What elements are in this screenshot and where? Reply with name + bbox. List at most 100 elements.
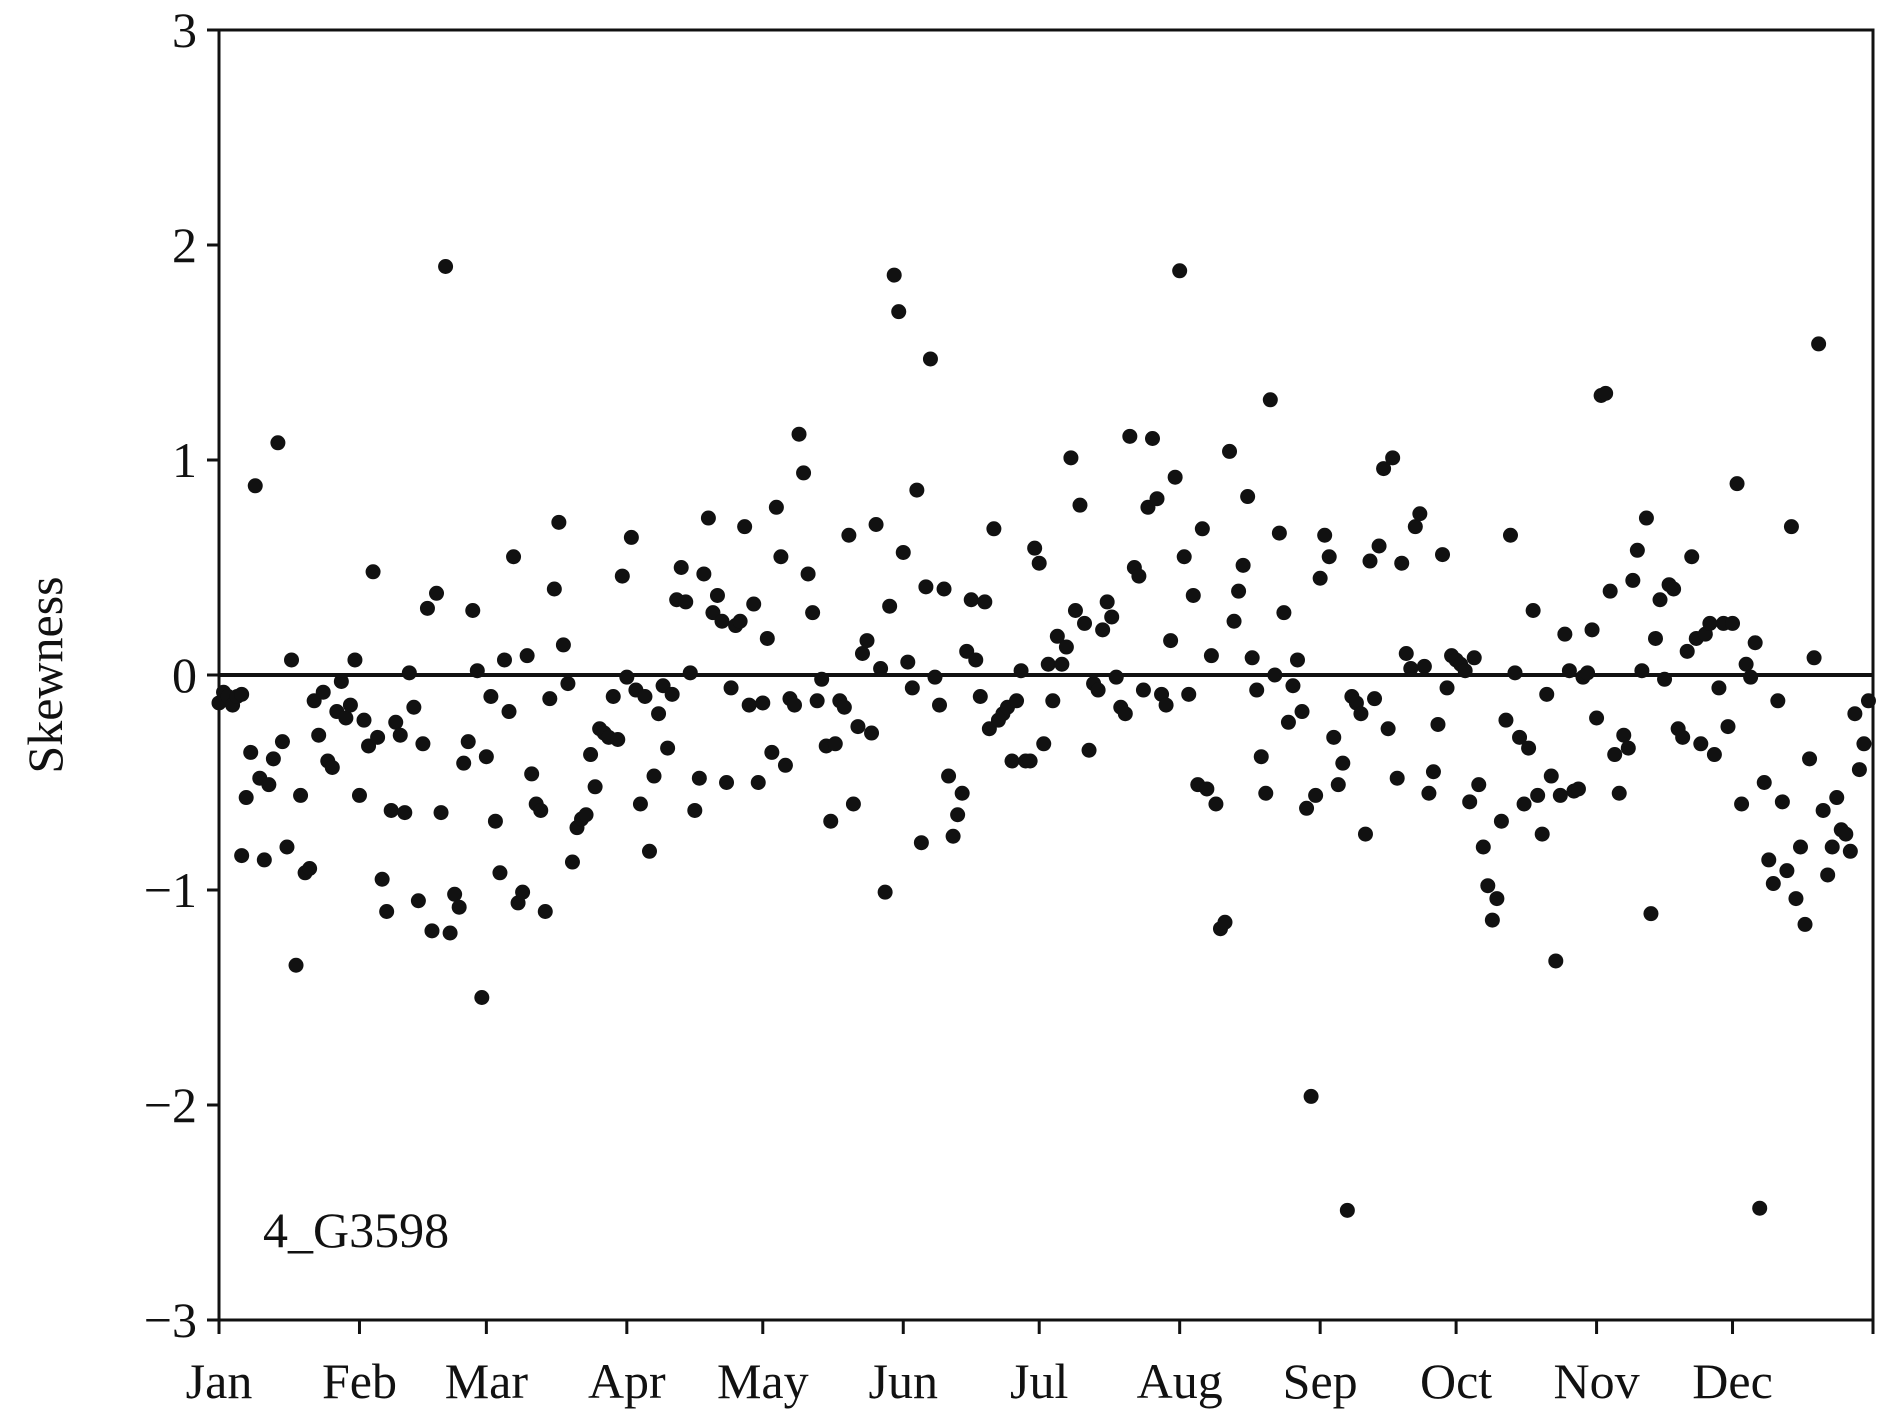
data-point: [1611, 785, 1627, 801]
data-point: [270, 435, 286, 451]
data-point: [714, 613, 730, 629]
data-point: [279, 839, 295, 855]
data-point: [1502, 527, 1518, 543]
data-point: [542, 691, 558, 707]
data-point: [1584, 622, 1600, 638]
data-point: [986, 521, 1002, 537]
data-point: [836, 699, 852, 715]
data-point: [383, 802, 399, 818]
data-point: [651, 706, 667, 722]
y-tick-label: 3: [172, 2, 197, 58]
data-point: [850, 719, 866, 735]
data-point: [873, 661, 889, 677]
data-point: [1484, 912, 1500, 928]
x-tick-label: Sep: [1283, 1353, 1358, 1409]
data-point: [1240, 489, 1256, 505]
data-point: [1471, 777, 1487, 793]
data-point: [709, 587, 725, 603]
data-point: [641, 843, 657, 859]
x-axis-ticks: Jan Feb Mar Apr May Jun Jul Aug Sep Oct Nov Dec: [186, 1320, 1875, 1409]
data-point: [1580, 665, 1596, 681]
data-point: [1720, 719, 1736, 735]
data-point: [1285, 678, 1301, 694]
data-point: [777, 757, 793, 773]
data-point: [922, 351, 938, 367]
data-point: [456, 755, 472, 771]
data-point: [1385, 450, 1401, 466]
data-point: [1072, 497, 1088, 513]
data-point: [1806, 650, 1822, 666]
data-point: [519, 648, 535, 664]
data-point: [787, 697, 803, 713]
y-tick-label: 0: [172, 647, 197, 703]
data-point: [1625, 572, 1641, 588]
data-point: [900, 654, 916, 670]
data-point: [1466, 650, 1482, 666]
data-point: [1199, 781, 1215, 797]
data-point: [1552, 787, 1568, 803]
data-point: [854, 646, 870, 661]
data-point: [768, 499, 784, 515]
data-point: [546, 581, 562, 597]
data-point: [555, 637, 571, 653]
data-point: [936, 581, 952, 597]
data-point: [537, 904, 553, 919]
data-point: [827, 736, 843, 752]
data-point: [823, 813, 839, 829]
data-point: [1638, 510, 1654, 526]
data-point: [1294, 704, 1310, 720]
data-point: [1185, 587, 1201, 603]
data-point: [918, 579, 934, 595]
data-point: [1253, 749, 1269, 765]
data-point: [1802, 751, 1818, 767]
data-point: [750, 775, 766, 790]
data-point: [1063, 450, 1079, 466]
y-tick-label: −2: [144, 1077, 197, 1133]
data-point: [1231, 583, 1247, 599]
data-point: [1149, 491, 1165, 507]
data-point: [551, 514, 567, 530]
data-point: [1725, 615, 1741, 631]
data-point: [429, 585, 445, 601]
data-point: [950, 807, 966, 823]
series-annotation: 4_G3598: [263, 1202, 449, 1258]
data-point: [1299, 800, 1315, 816]
data-point: [945, 828, 961, 844]
data-point: [474, 990, 490, 1005]
plot-area-frame: [217, 28, 1875, 1322]
data-point: [1747, 635, 1763, 651]
data-point: [1271, 525, 1287, 541]
data-point: [1851, 762, 1867, 778]
data-point: [1543, 768, 1559, 784]
data-point: [1367, 691, 1383, 707]
x-tick-label: Aug: [1137, 1353, 1223, 1409]
data-point: [932, 697, 948, 713]
data-point: [374, 871, 390, 887]
data-point: [1629, 542, 1645, 558]
data-point: [1516, 796, 1532, 812]
data-point: [496, 652, 512, 668]
data-point: [696, 566, 712, 582]
data-point: [1752, 1200, 1768, 1216]
data-point: [1122, 428, 1138, 444]
y-tick-label: −1: [144, 862, 197, 918]
data-point: [764, 744, 780, 760]
data-point: [315, 684, 331, 700]
data-point: [447, 886, 463, 902]
data-point: [401, 665, 417, 681]
data-point: [288, 957, 304, 973]
data-point: [1525, 603, 1541, 618]
data-point: [1022, 753, 1038, 769]
data-point: [809, 693, 825, 709]
data-point: [578, 807, 594, 823]
data-point: [623, 529, 639, 545]
data-point: [687, 802, 703, 818]
data-point: [1045, 693, 1061, 709]
x-tick-label: Feb: [322, 1353, 397, 1409]
data-point: [460, 734, 476, 750]
data-point: [451, 899, 467, 915]
data-point: [351, 787, 367, 803]
y-tick-label: 1: [172, 432, 197, 488]
data-point: [1289, 652, 1305, 668]
data-point: [424, 923, 440, 939]
